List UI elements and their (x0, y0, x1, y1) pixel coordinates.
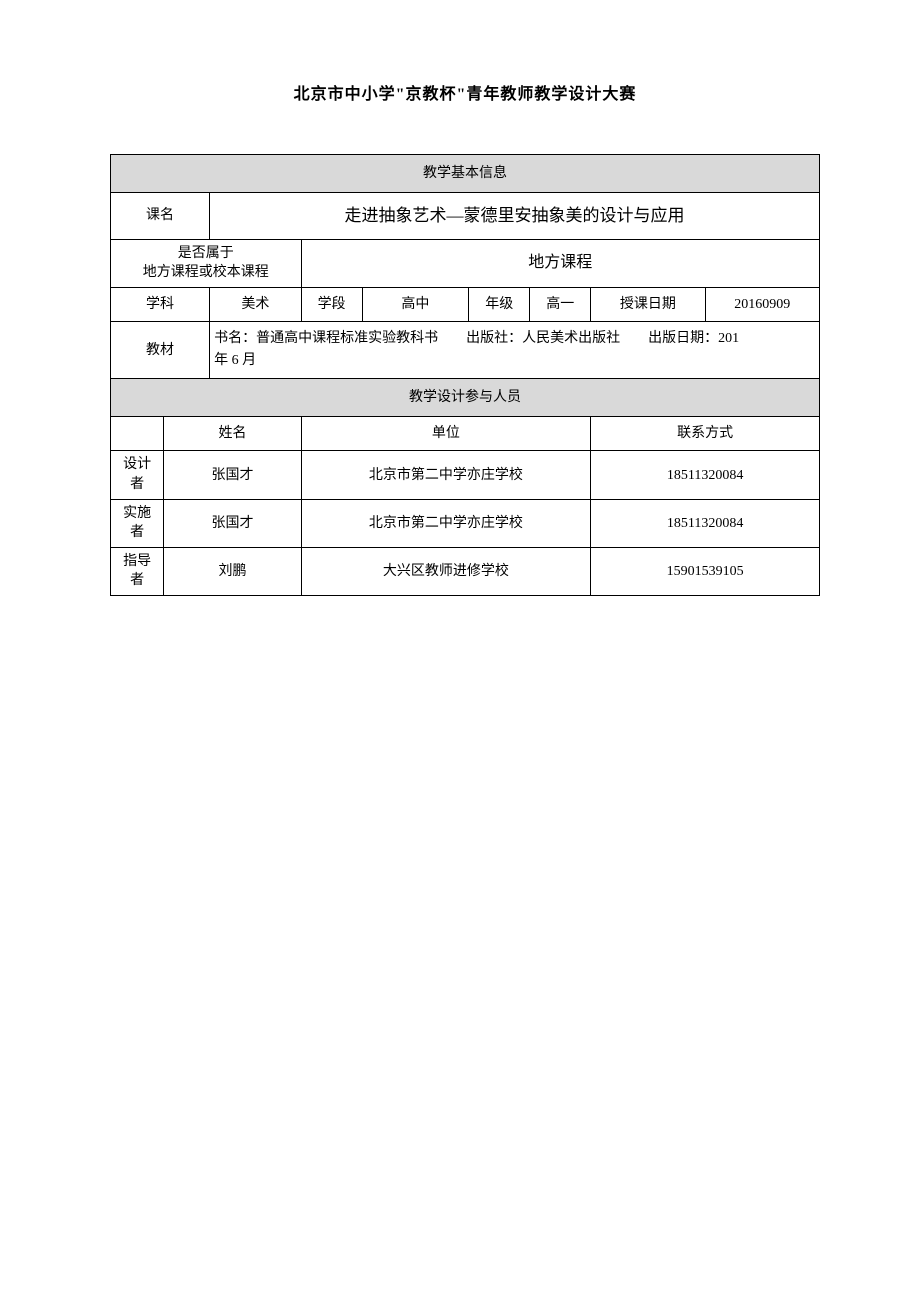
col-contact: 联系方式 (591, 417, 820, 451)
role-cell: 实施 者 (111, 499, 164, 547)
date-label: 授课日期 (591, 287, 705, 321)
local-curriculum-label-line2: 地方课程或校本课程 (143, 265, 269, 280)
local-curriculum-row: 是否属于 地方课程或校本课程 地方课程 (111, 239, 820, 287)
section1-header-row: 教学基本信息 (111, 155, 820, 193)
col-unit: 单位 (301, 417, 591, 451)
textbook-row: 教材 书名：普通高中课程标准实验教科书 出版社：人民美术出版社 出版日期：201… (111, 321, 820, 379)
grade-label: 年级 (469, 287, 530, 321)
participant-row: 设计 者 张国才 北京市第二中学亦庄学校 18511320084 (111, 451, 820, 499)
local-curriculum-label: 是否属于 地方课程或校本课程 (111, 239, 302, 287)
role-line2: 者 (130, 525, 144, 540)
subject-label: 学科 (111, 287, 210, 321)
participant-contact: 15901539105 (591, 547, 820, 595)
participant-name: 刘鹏 (164, 547, 301, 595)
participant-row: 指导 者 刘鹏 大兴区教师进修学校 15901539105 (111, 547, 820, 595)
local-curriculum-value: 地方课程 (301, 239, 819, 287)
section2-header: 教学设计参与人员 (111, 379, 820, 417)
stage-label: 学段 (301, 287, 362, 321)
role-line1: 指导 (123, 554, 151, 569)
col-name: 姓名 (164, 417, 301, 451)
course-name-row: 课名 走进抽象艺术—蒙德里安抽象美的设计与应用 (111, 193, 820, 240)
role-line2: 者 (130, 573, 144, 588)
role-line2: 者 (130, 477, 144, 492)
date-value: 20160909 (705, 287, 819, 321)
course-name-label: 课名 (111, 193, 210, 240)
participant-contact: 18511320084 (591, 499, 820, 547)
participant-row: 实施 者 张国才 北京市第二中学亦庄学校 18511320084 (111, 499, 820, 547)
participant-header-row: 姓名 单位 联系方式 (111, 417, 820, 451)
role-header-empty (111, 417, 164, 451)
grade-value: 高一 (530, 287, 591, 321)
course-name-value: 走进抽象艺术—蒙德里安抽象美的设计与应用 (210, 193, 820, 240)
participant-name: 张国才 (164, 499, 301, 547)
textbook-line2: 年 6 月 (212, 350, 815, 372)
page-title: 北京市中小学"京教杯"青年教师教学设计大赛 (110, 80, 820, 104)
subject-value: 美术 (210, 287, 301, 321)
participant-unit: 北京市第二中学亦庄学校 (301, 451, 591, 499)
textbook-value: 书名：普通高中课程标准实验教科书 出版社：人民美术出版社 出版日期：201 年 … (210, 321, 820, 379)
textbook-label: 教材 (111, 321, 210, 379)
participant-name: 张国才 (164, 451, 301, 499)
stage-value: 高中 (362, 287, 469, 321)
role-cell: 指导 者 (111, 547, 164, 595)
section1-header: 教学基本信息 (111, 155, 820, 193)
textbook-line1: 书名：普通高中课程标准实验教科书 出版社：人民美术出版社 出版日期：201 (212, 328, 815, 350)
local-curriculum-label-line1: 是否属于 (178, 246, 234, 261)
participant-unit: 北京市第二中学亦庄学校 (301, 499, 591, 547)
role-line1: 设计 (123, 457, 151, 472)
role-line1: 实施 (123, 506, 151, 521)
participant-contact: 18511320084 (591, 451, 820, 499)
role-cell: 设计 者 (111, 451, 164, 499)
teaching-info-table: 教学基本信息 课名 走进抽象艺术—蒙德里安抽象美的设计与应用 是否属于 地方课程… (110, 154, 820, 596)
participant-unit: 大兴区教师进修学校 (301, 547, 591, 595)
section2-header-row: 教学设计参与人员 (111, 379, 820, 417)
subject-row: 学科 美术 学段 高中 年级 高一 授课日期 20160909 (111, 287, 820, 321)
